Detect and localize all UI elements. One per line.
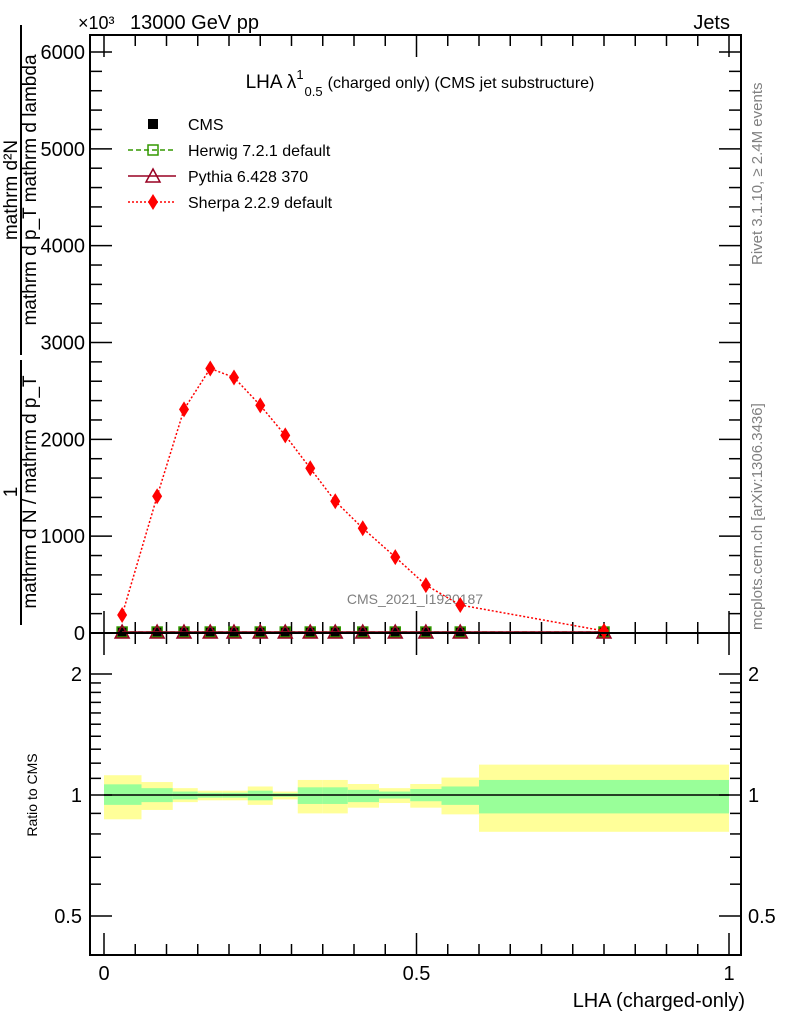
chart-title: LHA λ10.5 (charged only) (CMS jet substru…	[246, 67, 595, 99]
sherpa-point	[205, 360, 216, 377]
legend: CMS Herwig 7.2.1 default Pythia 6.428 370 S…	[128, 117, 333, 212]
sherpa-point	[117, 606, 128, 623]
energy-label: 13000 GeV pp	[130, 12, 259, 34]
legend-marker-sherpa	[148, 194, 158, 210]
ratio-plot: 0 0.5 1 0.5 0.5 1 1 2 2	[54, 632, 776, 985]
title-sup: 1	[296, 67, 303, 82]
pythia-point	[251, 623, 269, 639]
process-label: Jets	[693, 12, 730, 34]
title-sub: 0.5	[305, 84, 323, 99]
legend-label-herwig: Herwig 7.2.1 default	[188, 143, 331, 160]
title-main: LHA λ	[246, 72, 297, 93]
ratio-y-tick-label: 1	[71, 785, 82, 807]
ratio-y-tick-label-right: 0.5	[748, 906, 776, 928]
ratio-y-tick-label: 0.5	[54, 906, 82, 928]
pythia-point	[225, 623, 243, 639]
pythia-point	[326, 623, 344, 639]
y-tick-label: 2000	[41, 429, 86, 451]
ratio-y-tick-label: 2	[71, 664, 82, 686]
sherpa-point	[420, 577, 431, 594]
stat-band	[479, 779, 729, 814]
pythia-point	[175, 623, 193, 639]
ylabel-frac1-den: mathrm d N / mathrm d p_T	[20, 375, 41, 609]
y-tick-label: 3000	[41, 333, 86, 355]
ratio-y-label: Ratio to CMS	[24, 753, 40, 836]
legend-marker-pythia	[144, 167, 162, 183]
pythia-point	[417, 623, 435, 639]
x-tick-label: 0.5	[403, 963, 431, 985]
stat-band	[347, 789, 379, 803]
ylabel-frac1-num: 1	[1, 487, 22, 498]
ylabel-frac2-num: mathrm d²N	[1, 140, 22, 240]
sherpa-point	[152, 488, 163, 505]
sherpa-point	[390, 549, 401, 566]
sherpa-point	[280, 427, 291, 444]
pythia-point	[354, 623, 372, 639]
y-tick-label: 1000	[41, 526, 86, 548]
y-tick-label: 4000	[41, 236, 86, 258]
y-tick-label: 0	[74, 623, 85, 645]
legend-marker-herwig	[147, 144, 159, 156]
y-tick-label: 6000	[41, 42, 86, 64]
ratio-y-tick-label-right: 2	[748, 664, 759, 686]
x-axis-label: LHA (charged-only)	[573, 990, 745, 1012]
pythia-point	[201, 623, 219, 639]
ratio-y-tick-label-right: 1	[748, 785, 759, 807]
sherpa-point	[599, 622, 609, 639]
sherpa-point	[229, 369, 239, 386]
rivet-label: Rivet 3.1.10, ≥ 2.4M events	[749, 83, 766, 266]
sherpa-point	[357, 520, 368, 537]
pythia-point	[148, 623, 166, 639]
sherpa-point	[330, 493, 341, 510]
sherpa-point	[305, 460, 316, 477]
legend-marker-cms	[148, 119, 158, 129]
pythia-point	[276, 623, 294, 639]
legend-label-pythia: Pythia 6.428 370	[188, 169, 308, 186]
pythia-point	[386, 623, 404, 639]
ylabel-frac2-den: mathrm d p_T mathrm d lambda	[20, 54, 41, 325]
sherpa-point	[255, 397, 266, 414]
y-exponent: ×10³	[78, 13, 115, 33]
pythia-point	[301, 623, 319, 639]
legend-label-cms: CMS	[188, 117, 224, 134]
sherpa-point	[455, 597, 466, 614]
x-tick-label: 0	[98, 963, 109, 985]
y-tick-label: 5000	[41, 139, 86, 161]
sherpa-line	[121, 367, 605, 632]
mcplots-label: mcplots.cern.ch [arXiv:1306.3436]	[749, 403, 766, 630]
ratio-frame	[89, 632, 742, 956]
x-tick-label: 1	[723, 963, 734, 985]
sherpa-point	[179, 401, 189, 418]
watermark: CMS_2021_I1920187	[347, 591, 483, 607]
pythia-point	[113, 623, 131, 639]
title-suffix: (charged only) (CMS jet substructure)	[328, 75, 595, 92]
pythia-point	[451, 623, 469, 639]
y-axis-label: 1 mathrm d N / mathrm d p_T mathrm d²N m…	[1, 25, 41, 625]
legend-label-sherpa: Sherpa 2.2.9 default	[188, 195, 333, 212]
